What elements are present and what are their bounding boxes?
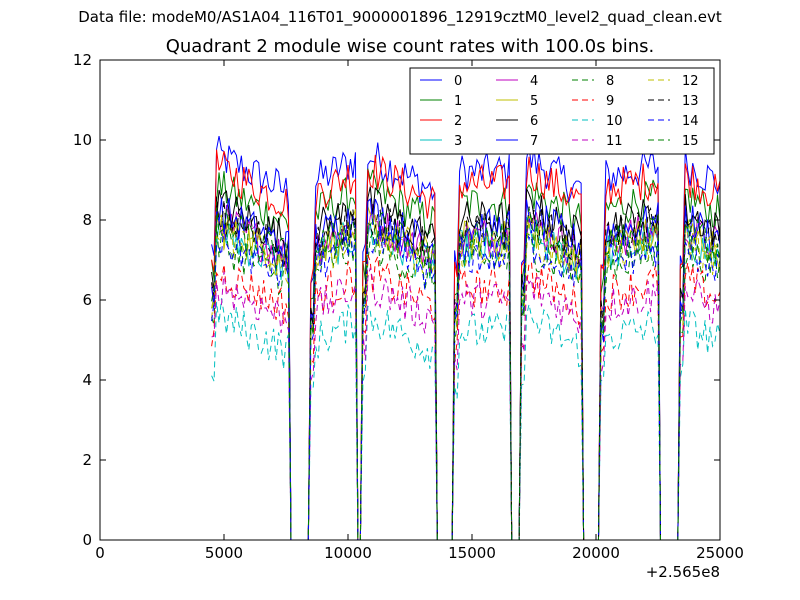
- series-line-8: [211, 222, 721, 541]
- series-line-9: [211, 254, 721, 541]
- series-line-0: [211, 135, 721, 541]
- legend-label-11: 11: [606, 134, 623, 149]
- y-tick-label: 0: [82, 531, 92, 549]
- x-tick-label: 20000: [572, 544, 620, 562]
- y-tick-label: 6: [82, 291, 92, 309]
- legend-label-9: 9: [606, 94, 614, 109]
- legend-label-8: 8: [606, 74, 614, 89]
- x-tick-label: 0: [95, 544, 105, 562]
- x-tick-label: 15000: [448, 544, 496, 562]
- legend-label-7: 7: [530, 134, 538, 149]
- legend-label-1: 1: [454, 94, 462, 109]
- y-tick-label: 8: [82, 211, 92, 229]
- legend-label-5: 5: [530, 94, 538, 109]
- legend-label-6: 6: [530, 114, 538, 129]
- legend-label-3: 3: [454, 134, 462, 149]
- legend-label-4: 4: [530, 74, 538, 89]
- x-tick-label: 5000: [205, 544, 243, 562]
- legend-label-15: 15: [682, 134, 699, 149]
- legend-label-10: 10: [606, 114, 623, 129]
- x-offset-label: +2.565e8: [646, 563, 720, 581]
- y-tick-label: 12: [73, 51, 92, 69]
- legend-label-2: 2: [454, 114, 462, 129]
- figure-suptitle: Data file: modeM0/AS1A04_116T01_90000018…: [78, 8, 722, 26]
- y-tick-label: 10: [73, 131, 92, 149]
- x-tick-label: 10000: [324, 544, 372, 562]
- series-line-10: [211, 298, 721, 541]
- legend-label-13: 13: [682, 94, 699, 109]
- x-tick-label: 25000: [696, 544, 744, 562]
- chart-title: Quadrant 2 module wise count rates with …: [165, 36, 655, 57]
- series-layer: [211, 135, 721, 541]
- y-tick-label: 4: [82, 371, 92, 389]
- series-line-12: [211, 214, 721, 541]
- series-line-11: [211, 267, 721, 541]
- legend-label-12: 12: [682, 74, 699, 89]
- series-line-14: [211, 223, 721, 541]
- legend-label-0: 0: [454, 74, 462, 89]
- y-tick-label: 2: [82, 451, 92, 469]
- legend-label-14: 14: [682, 114, 699, 129]
